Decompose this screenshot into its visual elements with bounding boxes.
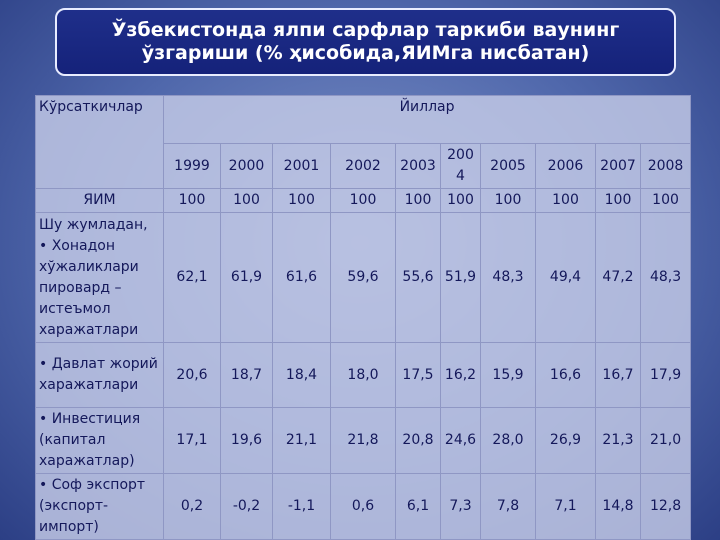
cell-value: 48,3 [639, 212, 692, 343]
table-row: Кўрсаткичлар Йиллар [35, 95, 692, 189]
cell-value: 26,9 [535, 407, 596, 474]
cell-value: 51,9 [440, 212, 481, 343]
cell-value: 14,8 [595, 473, 641, 540]
year-header: 2000 [220, 143, 273, 189]
cell-value: 16,7 [595, 342, 641, 408]
cell-value: 19,6 [220, 407, 273, 474]
cell-value: 20,6 [163, 342, 221, 408]
year-header: 2003 [395, 143, 441, 189]
cell-value: 62,1 [163, 212, 221, 343]
cell-value: 61,6 [272, 212, 331, 343]
cell-value: 0,6 [330, 473, 396, 540]
row-label: ЯИМ [35, 188, 164, 213]
year-header: 1999 [163, 143, 221, 189]
year-header: 2004 [440, 143, 481, 189]
table-row: • Соф экспорт (экспорт-импорт) 0,2 -0,2 -1,… [35, 473, 692, 540]
table-row: • Давлат жорий харажатлари 20,6 18,7 18,4 18… [35, 342, 692, 408]
cell-value: 100 [330, 188, 396, 213]
year-header: 2002 [330, 143, 396, 189]
cell-value: 6,1 [395, 473, 441, 540]
cell-value: 21,1 [272, 407, 331, 474]
cell-value: 12,8 [639, 473, 692, 540]
year-header: 2008 [639, 143, 692, 189]
row-label: • Соф экспорт (экспорт-импорт) [35, 473, 164, 540]
cell-value: 21,3 [595, 407, 641, 474]
table-row: 1999 2000 2001 2002 2003 2004 2005 2006 2007 2008 [36, 143, 692, 189]
cell-value: 7,1 [535, 473, 596, 540]
cell-value: 100 [595, 188, 641, 213]
cell-value: 100 [480, 188, 536, 213]
year-header: 2006 [535, 143, 596, 189]
table-row: Шу жумладан, • Хонадон хўжаликлари пиров… [35, 212, 692, 343]
cell-value: 55,6 [395, 212, 441, 343]
cell-value: 100 [272, 188, 331, 213]
cell-value: 7,8 [480, 473, 536, 540]
cell-value: 18,7 [220, 342, 273, 408]
cell-value: 49,4 [535, 212, 596, 343]
row-label: • Давлат жорий харажатлари [35, 342, 164, 408]
cell-value: 16,2 [440, 342, 481, 408]
cell-value: 17,9 [639, 342, 692, 408]
cell-value: 0,2 [163, 473, 221, 540]
cell-value: 100 [220, 188, 273, 213]
cell-value: 100 [395, 188, 441, 213]
slide-title: Ўзбекистонда ялпи сарфлар таркиби ваунин… [55, 8, 676, 76]
cell-value: 17,5 [395, 342, 441, 408]
corner-header: Кўрсаткичлар [35, 95, 164, 189]
table-row: • Инвестиция (капитал харажатлар) 17,1 19,… [35, 407, 692, 474]
cell-value: -0,2 [220, 473, 273, 540]
row-label: • Инвестиция (капитал харажатлар) [35, 407, 164, 474]
cell-value: -1,1 [272, 473, 331, 540]
cell-value: 21,8 [330, 407, 396, 474]
cell-value: 100 [535, 188, 596, 213]
row-label: Шу жумладан, • Хонадон хўжаликлари пиров… [35, 212, 164, 343]
cell-value: 100 [440, 188, 481, 213]
cell-value: 15,9 [480, 342, 536, 408]
cell-value: 20,8 [395, 407, 441, 474]
cell-value: 24,6 [440, 407, 481, 474]
cell-value: 59,6 [330, 212, 396, 343]
cell-value: 18,0 [330, 342, 396, 408]
cell-value: 48,3 [480, 212, 536, 343]
cell-value: 18,4 [272, 342, 331, 408]
cell-value: 100 [639, 188, 692, 213]
group-header: Йиллар [162, 95, 692, 144]
cell-value: 47,2 [595, 212, 641, 343]
year-header: 2005 [480, 143, 536, 189]
data-table: Кўрсаткичлар Йиллар 1999 2000 2001 2002 2003 20… [35, 95, 692, 540]
cell-value: 7,3 [440, 473, 481, 540]
cell-value: 16,6 [535, 342, 596, 408]
cell-value: 28,0 [480, 407, 536, 474]
cell-value: 100 [163, 188, 221, 213]
table-row: ЯИМ 100 100 100 100 100 100 100 100 100 100 [35, 188, 692, 213]
year-header: 2007 [595, 143, 641, 189]
year-header: 2001 [272, 143, 331, 189]
cell-value: 21,0 [639, 407, 692, 474]
cell-value: 61,9 [220, 212, 273, 343]
cell-value: 17,1 [163, 407, 221, 474]
